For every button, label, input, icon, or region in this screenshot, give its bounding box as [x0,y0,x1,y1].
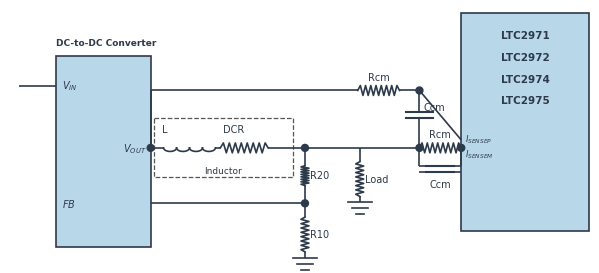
Text: LTC2971: LTC2971 [501,31,549,41]
Circle shape [147,144,154,151]
Text: Rcm: Rcm [429,130,451,140]
Text: DCR: DCR [223,125,244,135]
Text: R10: R10 [310,230,329,240]
Text: Rcm: Rcm [368,73,389,82]
Text: L: L [162,125,167,135]
Text: $I_{SENSEM}$: $I_{SENSEM}$ [465,149,494,161]
Bar [461,13,589,231]
Bar [56,56,151,247]
Text: LTC2975: LTC2975 [501,96,549,106]
Bar [154,118,293,177]
Text: R20: R20 [310,171,329,181]
Text: LTC2972: LTC2972 [501,53,549,63]
Text: Load: Load [365,174,388,185]
Text: $FB$: $FB$ [62,198,76,210]
Circle shape [458,144,465,151]
Text: LTC2974: LTC2974 [501,75,549,85]
Text: $V_{OUT}$: $V_{OUT}$ [123,142,147,156]
Text: Ccm: Ccm [423,103,445,113]
Circle shape [416,87,423,94]
Circle shape [301,200,308,207]
Circle shape [416,144,423,151]
Text: $V_{IN}$: $V_{IN}$ [62,80,78,93]
Text: DC-to-DC Converter: DC-to-DC Converter [56,39,156,48]
Text: Ccm: Ccm [429,180,451,189]
Circle shape [301,144,308,151]
Text: $I_{SENSEP}$: $I_{SENSEP}$ [465,134,492,146]
Text: Inductor: Inductor [204,167,242,176]
